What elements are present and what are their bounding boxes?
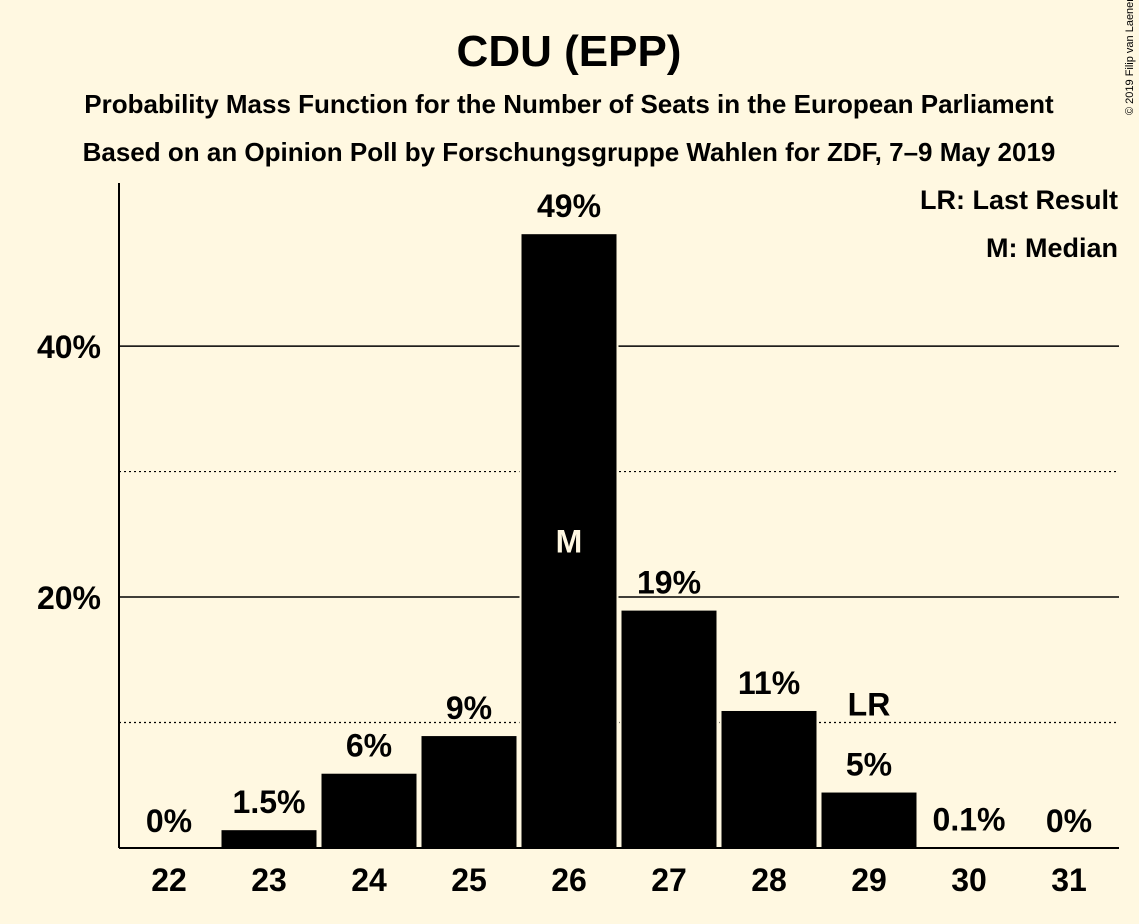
chart-title: CDU (EPP)	[457, 27, 682, 76]
x-tick-labels: 22 23 24 25 26 27 28 29 30 31	[151, 862, 1087, 898]
bar	[419, 734, 519, 850]
data-label: 19%	[637, 565, 701, 601]
x-tick-label: 27	[651, 862, 687, 898]
copyright-notice: © 2019 Filip van Laenen	[1124, 0, 1136, 115]
x-tick-label: 31	[1051, 862, 1087, 898]
last-result-marker: LR	[848, 687, 891, 723]
axes	[118, 183, 1119, 849]
y-tick-labels: 20% 40%	[37, 329, 101, 616]
x-tick-label: 30	[951, 862, 987, 898]
data-label: 0.1%	[933, 802, 1006, 838]
legend-last-result: LR: Last Result	[920, 185, 1118, 215]
bar	[819, 790, 919, 849]
markers: M LR	[556, 524, 891, 723]
data-label: 5%	[846, 747, 892, 783]
data-label: 11%	[738, 665, 800, 701]
x-tick-label: 25	[451, 862, 487, 898]
y-tick-label: 20%	[37, 580, 101, 616]
x-tick-label: 26	[551, 862, 587, 898]
gridlines	[119, 345, 1119, 724]
x-tick-label: 28	[751, 862, 787, 898]
bar	[719, 708, 819, 850]
bar	[219, 828, 319, 850]
bar	[619, 608, 719, 849]
x-tick-label: 29	[851, 862, 887, 898]
data-label: 9%	[446, 690, 492, 726]
bar	[319, 771, 419, 849]
data-labels: 0% 1.5% 6% 9% 49% 19% 11% 5% 0.1% 0%	[146, 188, 1092, 839]
legend-median: M: Median	[986, 233, 1118, 263]
data-label: 1.5%	[233, 784, 306, 820]
bar	[519, 232, 619, 850]
data-label: 6%	[346, 728, 392, 764]
bars	[219, 232, 1019, 850]
data-label: 0%	[146, 803, 192, 839]
x-tick-label: 23	[251, 862, 287, 898]
chart-subtitle-1: Probability Mass Function for the Number…	[84, 89, 1054, 119]
data-label: 0%	[1046, 803, 1092, 839]
x-tick-label: 22	[151, 862, 187, 898]
chart-subtitle-2: Based on an Opinion Poll by Forschungsgr…	[83, 137, 1056, 167]
median-marker: M	[556, 524, 583, 560]
x-tick-label: 24	[351, 862, 387, 898]
y-tick-label: 40%	[37, 329, 101, 365]
data-label: 49%	[537, 188, 601, 224]
